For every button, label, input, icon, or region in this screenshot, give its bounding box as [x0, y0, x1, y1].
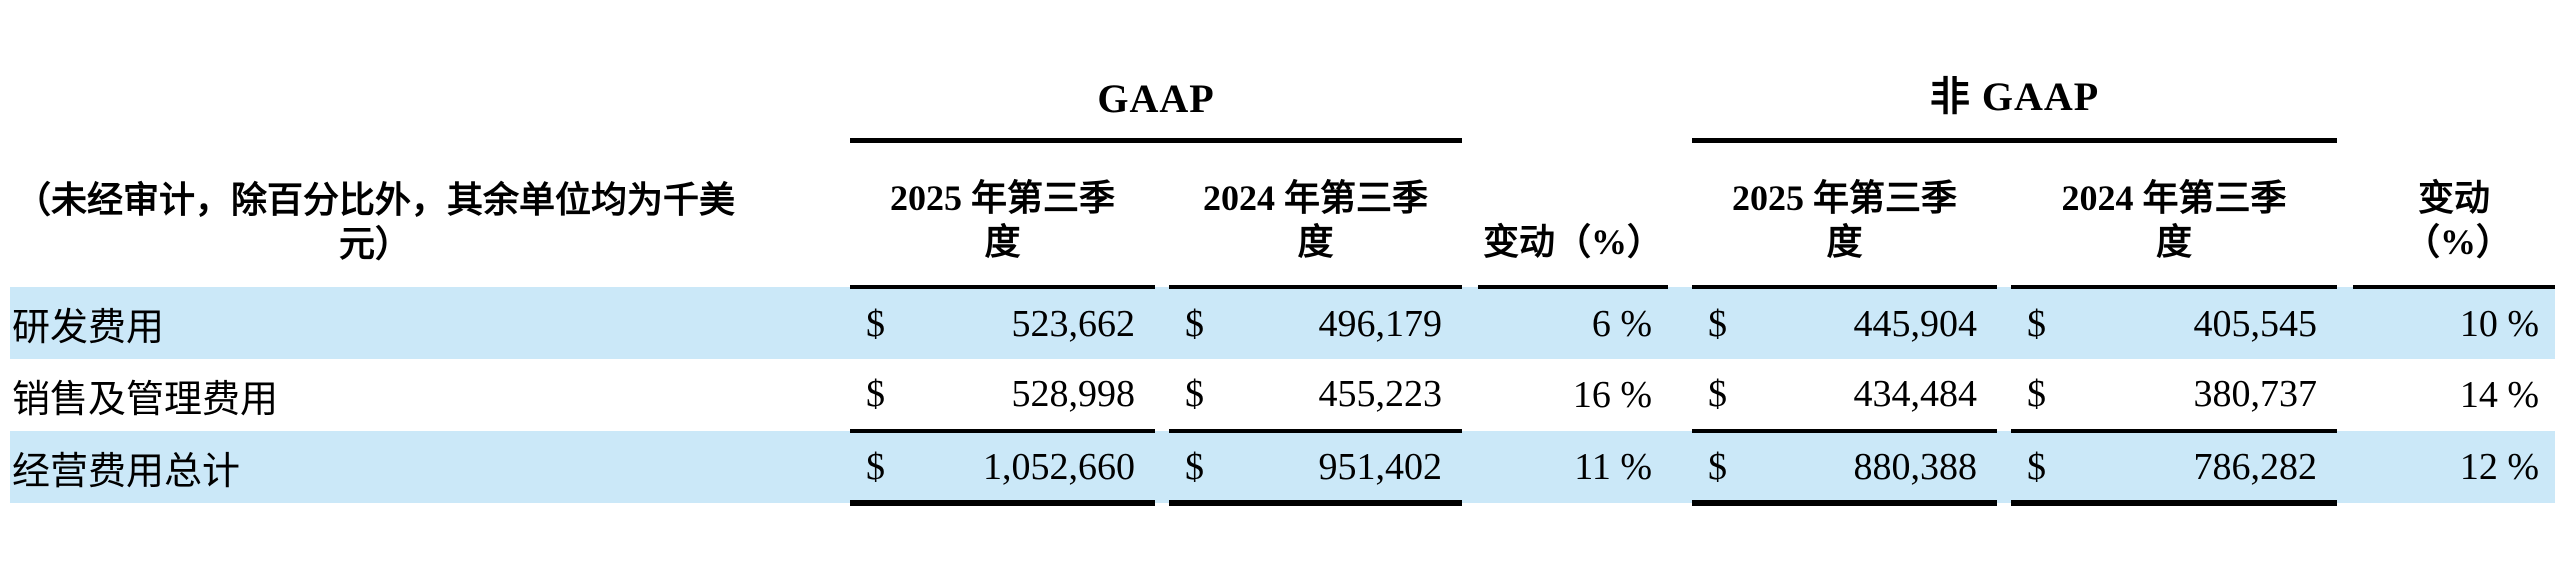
- currency-symbol: $: [1185, 373, 1204, 415]
- group-header-empty: [1478, 2, 1668, 141]
- column-spacer: [1997, 359, 2011, 431]
- group-header-row: GAAP 非 GAAP: [10, 2, 2555, 143]
- cell-non-gaap-change: 10 %: [2353, 287, 2556, 359]
- group-header-empty: [10, 2, 850, 141]
- amount: 523,662: [1011, 303, 1136, 345]
- currency-symbol: $: [1185, 303, 1204, 345]
- currency-symbol: $: [2027, 303, 2046, 345]
- cell-gaap-change: 6 %: [1478, 287, 1668, 359]
- col-header-gaap-q3-2024: 2024 年第三季度: [1169, 140, 1462, 289]
- col-header-label: 变动（%）: [2404, 178, 2513, 263]
- amount: 445,904: [1853, 303, 1978, 345]
- col-header-gaap-change: 变动（%）: [1478, 140, 1668, 289]
- column-spacer: [1668, 287, 1692, 359]
- column-spacer: [2337, 2, 2353, 141]
- table-header: GAAP 非 GAAP （未经审计，除百分比外，其余单位均为千美元） 2025 …: [10, 2, 2556, 289]
- unit-note-cell: （未经审计，除百分比外，其余单位均为千美元）: [10, 141, 850, 288]
- currency-symbol: $: [2027, 373, 2046, 415]
- cell-non-gaap-q3-2025: $ 434,484: [1692, 359, 1997, 433]
- column-spacer: [1668, 431, 1692, 503]
- currency-symbol: $: [1708, 445, 1727, 488]
- col-header-label: 变动（%）: [1482, 222, 1663, 263]
- cell-gaap-change: 16 %: [1572, 374, 1652, 416]
- cell-gaap-q3-2024: $ 951,402: [1169, 431, 1462, 506]
- group-header-gaap: GAAP: [850, 2, 1462, 143]
- row-label: 研发费用: [10, 287, 850, 359]
- column-spacer: [1997, 287, 2011, 359]
- cell-non-gaap-change: 12 %: [2353, 431, 2556, 503]
- cell-non-gaap-q3-2025: $ 445,904: [1692, 287, 1997, 359]
- currency-symbol: $: [866, 373, 885, 415]
- amount: 455,223: [1318, 373, 1443, 415]
- amount: 380,737: [2193, 373, 2318, 415]
- group-header-non-gaap: 非 GAAP: [1692, 2, 2338, 143]
- table-body: 研发费用 $ 523,662 $ 496,179 6 %: [10, 287, 2556, 506]
- column-spacer: [1155, 359, 1169, 431]
- cell-non-gaap-q3-2024: $ 405,545: [2011, 287, 2338, 359]
- unit-note: （未经审计，除百分比外，其余单位均为千美元）: [14, 180, 735, 265]
- currency-symbol: $: [2027, 445, 2046, 488]
- row-label: 销售及管理费用: [12, 378, 279, 421]
- column-header-row: （未经审计，除百分比外，其余单位均为千美元） 2025 年第三季度 2024 年…: [10, 140, 2556, 289]
- cell-gaap-q3-2024: $ 496,179: [1169, 287, 1462, 359]
- currency-symbol: $: [866, 445, 885, 488]
- col-header-label: 2024 年第三季度: [1202, 178, 1428, 263]
- amount: 434,484: [1853, 373, 1978, 415]
- column-spacer: [1462, 431, 1478, 503]
- row-label: 经营费用总计: [10, 431, 850, 503]
- col-header-label: 2025 年第三季度: [1731, 178, 1957, 263]
- column-spacer: [2337, 359, 2353, 431]
- column-spacer: [1668, 2, 1692, 141]
- amount: 1,052,660: [983, 445, 1135, 488]
- amount: 951,402: [1318, 445, 1443, 488]
- column-spacer: [2337, 141, 2353, 288]
- table-row-sgna-expenses: 销售及管理费用 $ 528,998 $ 455,223 16 %: [10, 359, 2555, 433]
- column-spacer: [1462, 287, 1478, 359]
- col-header-non-gaap-q3-2024: 2024 年第三季度: [2011, 140, 2338, 289]
- column-spacer: [1997, 141, 2011, 288]
- currency-symbol: $: [1708, 303, 1727, 345]
- col-header-gaap-q3-2025: 2025 年第三季度: [850, 140, 1155, 289]
- currency-symbol: $: [1185, 445, 1204, 488]
- amount: 880,388: [1853, 445, 1978, 488]
- column-spacer: [1462, 2, 1478, 141]
- currency-symbol: $: [1708, 373, 1727, 415]
- column-spacer: [1155, 141, 1169, 288]
- column-spacer: [1668, 359, 1692, 431]
- table-row-rnd-expenses: 研发费用 $ 523,662 $ 496,179 6 %: [10, 287, 2556, 359]
- amount: 405,545: [2193, 303, 2318, 345]
- column-spacer: [1668, 141, 1692, 288]
- currency-symbol: $: [866, 303, 885, 345]
- col-header-label: 2025 年第三季度: [889, 178, 1115, 263]
- table-row-total-operating-expenses: 经营费用总计 $ 1,052,660 $ 951,402 11 %: [10, 431, 2556, 506]
- col-header-non-gaap-q3-2025: 2025 年第三季度: [1692, 140, 1997, 289]
- cell-gaap-q3-2025: $ 523,662: [850, 287, 1155, 359]
- amount: 496,179: [1318, 303, 1443, 345]
- cell-non-gaap-q3-2025: $ 880,388: [1692, 431, 1997, 506]
- cell-gaap-q3-2025: $ 1,052,660: [850, 431, 1155, 506]
- cell-gaap-q3-2024: $ 455,223: [1169, 359, 1462, 433]
- cell-non-gaap-change: 14 %: [2459, 374, 2540, 416]
- column-spacer: [2337, 287, 2354, 359]
- amount: 528,998: [1011, 373, 1136, 415]
- column-spacer: [2337, 431, 2354, 503]
- column-spacer: [1462, 359, 1478, 431]
- amount: 786,282: [2193, 445, 2318, 488]
- group-header-empty: [2353, 2, 2555, 141]
- cell-gaap-change: 11 %: [1478, 431, 1668, 503]
- column-spacer: [1997, 431, 2011, 503]
- cell-gaap-q3-2025: $ 528,998: [850, 359, 1155, 433]
- cell-non-gaap-q3-2024: $ 786,282: [2011, 431, 2338, 506]
- column-spacer: [1462, 141, 1478, 288]
- column-spacer: [1155, 431, 1169, 503]
- column-spacer: [1155, 287, 1169, 359]
- col-header-label: 2024 年第三季度: [2061, 178, 2287, 263]
- operating-expenses-table: GAAP 非 GAAP （未经审计，除百分比外，其余单位均为千美元） 2025 …: [10, 2, 2556, 506]
- col-header-non-gaap-change: 变动（%）: [2353, 140, 2556, 289]
- cell-non-gaap-q3-2024: $ 380,737: [2011, 359, 2338, 433]
- financial-expenses-section: GAAP 非 GAAP （未经审计，除百分比外，其余单位均为千美元） 2025 …: [10, 2, 2556, 506]
